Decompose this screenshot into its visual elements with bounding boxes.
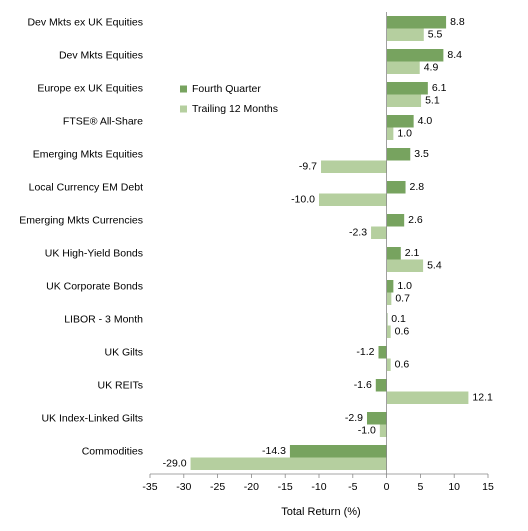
bar-trailing-12-months <box>386 391 469 404</box>
bar-trailing-12-months <box>386 259 424 272</box>
bar-value-label: 4.9 <box>424 62 439 74</box>
bar-value-label: 8.8 <box>450 16 465 28</box>
value-labels: 8.85.58.44.96.15.14.01.03.5-9.72.8-10.02… <box>163 16 493 470</box>
bar-trailing-12-months <box>386 292 392 305</box>
bar-value-label: -29.0 <box>163 458 187 470</box>
category-label: Commodities <box>82 445 143 457</box>
bar-fourth-quarter <box>386 214 405 227</box>
bar-value-label: 5.5 <box>428 29 443 41</box>
x-tick-label: 15 <box>482 481 494 493</box>
x-axis: -35 -30 -25 -20 -15 -10 -5 0 5 10 15 <box>142 12 494 493</box>
bar-trailing-12-months <box>386 127 394 140</box>
bar-fourth-quarter <box>386 181 406 194</box>
bar-trailing-12-months <box>190 457 387 470</box>
bar-value-label: -2.9 <box>345 412 363 424</box>
x-tick-label: -20 <box>244 481 259 493</box>
bar-fourth-quarter <box>386 49 444 62</box>
bar-value-label: 5.4 <box>427 260 442 272</box>
bar-fourth-quarter <box>386 115 414 128</box>
x-tick-label: -25 <box>210 481 225 493</box>
bar-trailing-12-months <box>379 424 387 437</box>
legend-label: Fourth Quarter <box>192 83 261 95</box>
category-label: UK Gilts <box>104 346 143 358</box>
bar-trailing-12-months <box>371 226 387 239</box>
category-label: Dev Mkts ex UK Equities <box>27 16 143 28</box>
bar-value-label: -1.2 <box>356 346 374 358</box>
category-label: LIBOR - 3 Month <box>64 313 143 325</box>
category-label: Emerging Mkts Currencies <box>19 214 143 226</box>
x-tick-label: 5 <box>417 481 423 493</box>
bar-fourth-quarter <box>386 82 428 95</box>
x-tick-label: 10 <box>448 481 460 493</box>
bar-value-label: -1.0 <box>358 425 376 437</box>
legend-swatch-fourth-quarter <box>180 85 187 93</box>
bar-value-label: 0.7 <box>395 293 410 305</box>
bar-trailing-12-months <box>386 358 391 371</box>
legend-label: Trailing 12 Months <box>192 103 278 115</box>
bar-value-label: -1.6 <box>354 379 372 391</box>
bar-value-label: 0.6 <box>395 326 410 338</box>
category-labels: Dev Mkts ex UK Equities Dev Mkts Equities… <box>19 16 143 457</box>
legend: Fourth Quarter Trailing 12 Months <box>180 83 278 115</box>
bar-value-label: 8.4 <box>447 49 462 61</box>
x-axis-title: Total Return (%) <box>281 506 360 518</box>
bar-value-label: 0.6 <box>395 359 410 371</box>
bar-value-label: 2.1 <box>405 247 420 259</box>
bar-fourth-quarter <box>386 280 394 293</box>
category-label: UK Corporate Bonds <box>46 280 143 292</box>
bar-value-label: -14.3 <box>262 445 286 457</box>
bar-value-label: 2.8 <box>410 181 425 193</box>
bar-fourth-quarter <box>386 148 411 161</box>
bar-trailing-12-months <box>386 325 391 338</box>
bar-value-label: 6.1 <box>432 82 447 94</box>
category-label: Europe ex UK Equities <box>37 82 143 94</box>
bar-value-label: 3.5 <box>414 148 429 160</box>
bar-trailing-12-months <box>321 160 387 173</box>
bar-fourth-quarter <box>386 16 447 29</box>
x-tick-label: -10 <box>311 481 326 493</box>
bar-fourth-quarter <box>366 412 387 425</box>
bar-value-label: 0.1 <box>391 313 406 325</box>
x-tick-label: -5 <box>348 481 357 493</box>
category-label: UK High-Yield Bonds <box>45 247 143 259</box>
x-tick-label: 0 <box>384 481 390 493</box>
bar-value-label: 2.6 <box>408 214 423 226</box>
bar-trailing-12-months <box>386 61 420 74</box>
bar-fourth-quarter <box>289 445 387 458</box>
bar-value-label: -9.7 <box>299 161 317 173</box>
bar-fourth-quarter <box>375 379 387 392</box>
bar-trailing-12-months <box>386 28 424 41</box>
bar-value-label: -2.3 <box>349 227 367 239</box>
bar-fourth-quarter <box>386 247 401 260</box>
category-label: UK Index-Linked Gilts <box>41 412 143 424</box>
category-label: Local Currency EM Debt <box>29 181 143 193</box>
bars <box>190 16 469 470</box>
bar-trailing-12-months <box>386 94 422 107</box>
category-label: Dev Mkts Equities <box>59 49 143 61</box>
bar-value-label: 1.0 <box>397 128 412 140</box>
x-tick-label: -35 <box>142 481 157 493</box>
category-label: UK REITs <box>97 379 143 391</box>
category-label: FTSE® All-Share <box>63 115 143 127</box>
bar-fourth-quarter <box>378 346 387 359</box>
category-label: Emerging Mkts Equities <box>33 148 143 160</box>
bar-trailing-12-months <box>319 193 387 206</box>
bar-value-label: 5.1 <box>425 95 440 107</box>
legend-swatch-trailing-12-months <box>180 105 187 113</box>
x-tick-label: -30 <box>176 481 191 493</box>
bar-value-label: 4.0 <box>418 115 433 127</box>
bar-value-label: 12.1 <box>472 392 493 404</box>
x-tick-label: -15 <box>278 481 293 493</box>
bar-value-label: -10.0 <box>291 194 315 206</box>
bar-value-label: 1.0 <box>397 280 412 292</box>
